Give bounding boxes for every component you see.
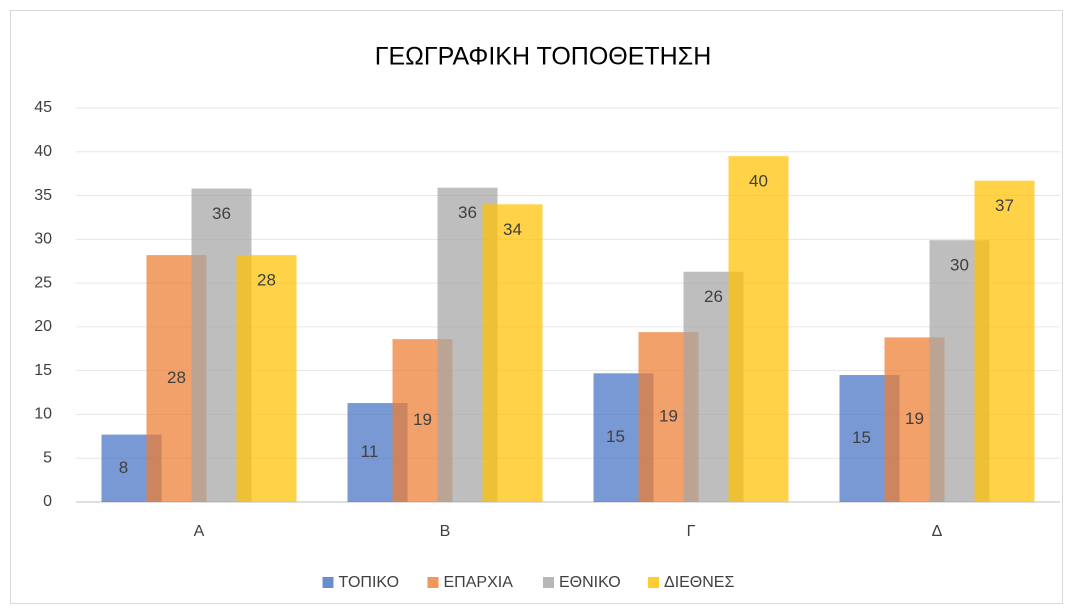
data-label: 8 (119, 458, 128, 477)
legend-label: ΕΠΑΡΧΙΑ (444, 574, 514, 591)
bar (974, 180, 1035, 502)
y-tick-label: 45 (34, 99, 52, 116)
y-tick-label: 15 (34, 362, 52, 379)
data-label: 28 (167, 368, 186, 387)
x-tick-label: Γ (687, 523, 696, 540)
data-label: 37 (995, 196, 1014, 215)
legend-label: ΤΟΠΙΚΟ (339, 574, 400, 591)
y-tick-label: 0 (43, 493, 52, 510)
y-tick-label: 20 (34, 318, 52, 335)
bar (236, 255, 297, 502)
data-label: 40 (749, 172, 768, 191)
x-tick-label: A (194, 523, 205, 540)
legend-swatch (427, 577, 439, 588)
y-tick-label: 35 (34, 187, 52, 204)
legend-swatch (648, 577, 659, 588)
y-tick-label: 30 (34, 231, 52, 248)
data-label: 19 (659, 407, 678, 426)
data-label: 15 (606, 427, 625, 446)
data-label: 30 (950, 256, 969, 275)
y-tick-label: 40 (34, 143, 52, 160)
data-label: 26 (704, 287, 723, 306)
chart-title: ΓΕΩΓΡΑΦΙΚΗ ΤΟΠΟΘΕΤΗΣΗ (375, 43, 712, 71)
data-label: 11 (361, 442, 379, 461)
bar (728, 156, 789, 502)
data-label: 19 (413, 410, 432, 429)
data-label: 36 (212, 204, 231, 223)
legend-label: ΔΙΕΘΝΕΣ (664, 574, 734, 591)
data-label: 34 (503, 220, 522, 239)
legend-swatch (543, 577, 554, 588)
bar (482, 204, 543, 503)
x-tick-label: B (440, 523, 451, 540)
y-tick-label: 25 (34, 274, 52, 291)
data-label: 36 (458, 203, 477, 222)
legend-swatch (322, 577, 334, 588)
y-tick-label: 10 (34, 406, 52, 423)
data-label: 28 (257, 271, 276, 290)
x-tick-label: Δ (932, 523, 943, 540)
data-label: 19 (905, 409, 924, 428)
data-label: 15 (852, 428, 871, 447)
y-tick-label: 5 (43, 449, 52, 466)
legend-label: ΕΘΝΙΚΟ (559, 574, 621, 591)
